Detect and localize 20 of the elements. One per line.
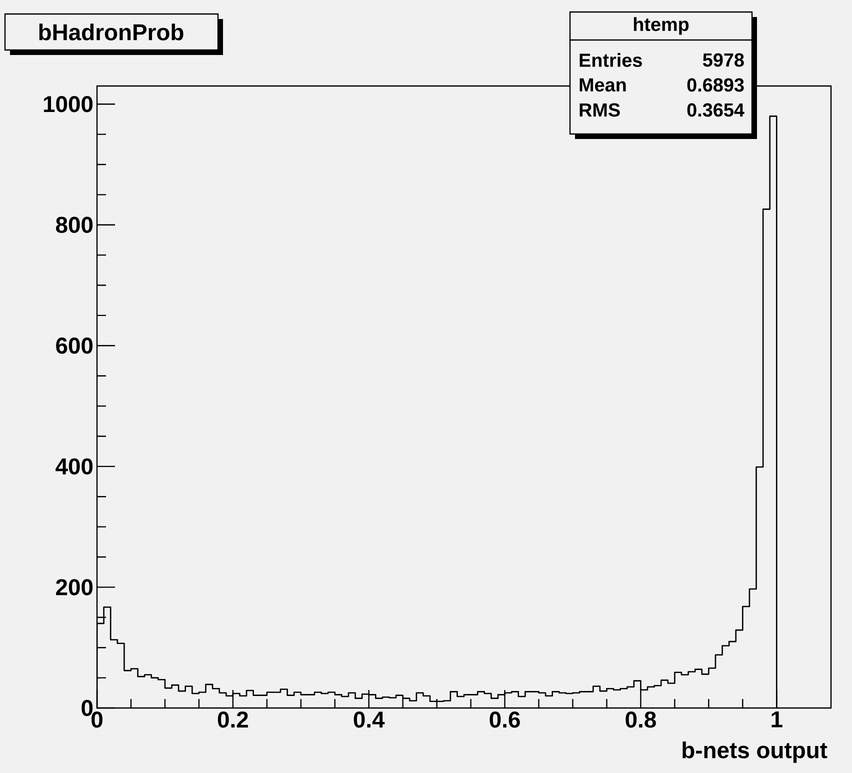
y-tick-label: 1000 — [44, 96, 93, 112]
text: 5978 — [702, 53, 744, 67]
x-axis-title: b-nets output — [682, 742, 828, 763]
annotation: 0.6893 — [687, 78, 744, 92]
x-tick-label: 0.4 — [354, 712, 385, 728]
annotation: Mean — [580, 78, 626, 92]
y-tick-label: 400 — [56, 458, 93, 475]
x-tick-label: 0.6 — [490, 712, 520, 728]
y-tick-label: 0 — [82, 700, 93, 716]
y-tick-label: 600 — [56, 338, 93, 354]
text: htemp — [634, 17, 689, 35]
y-tick-label: 200 — [56, 579, 93, 596]
y-tick-label: 800 — [56, 216, 93, 233]
x-tick-label: 0.2 — [218, 712, 248, 728]
annotation: RMS — [580, 103, 620, 117]
x-tick-label: 1 — [772, 712, 782, 728]
text: Entries — [580, 53, 642, 67]
chart-title: bHadronProb — [39, 24, 184, 40]
annotation: 0.3654 — [687, 103, 744, 117]
x-tick-label: 0.8 — [626, 712, 656, 728]
